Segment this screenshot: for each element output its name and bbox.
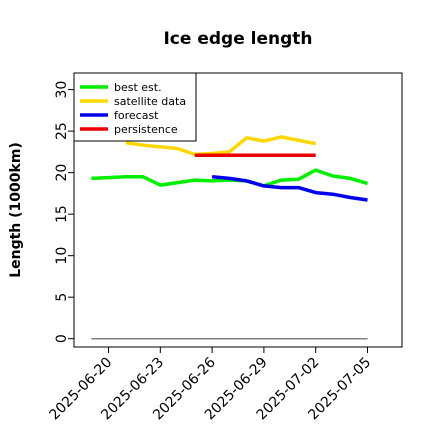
y-axis-label: Length (1000km) — [8, 142, 24, 278]
y-tick-label: 0 — [54, 334, 70, 343]
legend-label: persistence — [114, 123, 178, 136]
legend-label: forecast — [114, 109, 159, 122]
y-axis: 0 5 10 15 20 25 30 — [54, 81, 74, 343]
y-tick-label: 15 — [54, 205, 70, 223]
legend-label: best est. — [114, 81, 162, 94]
plot-area — [73, 72, 403, 348]
series-layer — [91, 135, 368, 340]
y-tick-label: 30 — [54, 81, 70, 99]
x-axis: 2025-06-202025-06-232025-06-262025-06-29… — [47, 347, 374, 423]
chart-title: Ice edge length — [163, 29, 312, 49]
y-tick-label: 5 — [54, 293, 70, 302]
y-tick-label: 20 — [54, 164, 70, 182]
y-tick-label: 10 — [54, 247, 70, 265]
legend: best est.satellite dataforecastpersisten… — [73, 72, 197, 142]
series-line-forecast — [211, 175, 368, 202]
y-tick-label: 25 — [54, 122, 70, 140]
legend-label: satellite data — [114, 95, 186, 108]
series-line-satellite-data — [125, 135, 317, 157]
